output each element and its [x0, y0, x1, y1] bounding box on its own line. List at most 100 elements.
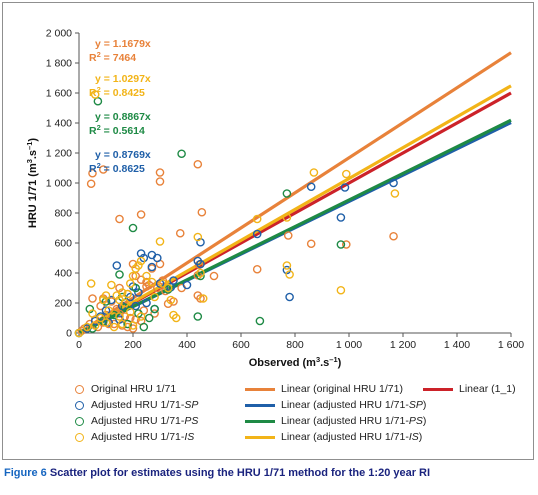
point-sp: [115, 315, 124, 324]
point-is: [120, 298, 130, 308]
figure-number: Figure 6: [4, 467, 47, 479]
point-sp: [101, 306, 111, 315]
x-tick-label: 1 200: [390, 339, 416, 351]
legend-label: Linear (adjusted HRU 1/71-IS): [281, 431, 423, 443]
point-original: [252, 264, 262, 274]
y-tick-label: 2 000: [46, 28, 72, 40]
legend-line-swatch: [423, 387, 453, 391]
point-original: [389, 231, 398, 241]
point-is: [136, 312, 146, 321]
point-sp: [389, 178, 398, 188]
r-squared-is: R2 = 0.8425: [89, 85, 145, 100]
point-original: [155, 177, 165, 186]
point-is: [282, 261, 292, 270]
point-original: [115, 214, 124, 224]
legend-label: Linear (adjusted HRU 1/71-PS): [281, 415, 427, 427]
point-original: [209, 271, 219, 281]
y-tick-label: 0: [66, 328, 72, 340]
point-original: [142, 282, 151, 291]
point-ps: [196, 271, 205, 281]
equation-original: y = 1.1679x: [95, 38, 151, 50]
point-ps: [123, 319, 132, 329]
point-ps: [150, 304, 159, 314]
point-sp: [104, 318, 113, 327]
x-tick-label: 1 600: [498, 339, 524, 351]
x-tick-label: 200: [124, 339, 142, 351]
point-sp: [196, 259, 205, 269]
point-ps: [109, 310, 119, 320]
point-is: [101, 318, 111, 327]
y-tick-label: 1 200: [46, 148, 72, 160]
point-original: [341, 240, 351, 249]
point-is: [336, 285, 346, 295]
point-original: [196, 294, 205, 303]
point-original: [136, 210, 146, 219]
point-is: [193, 232, 203, 242]
legend-item-line-one_to_one: Linear (1_1): [423, 381, 516, 397]
point-is: [163, 283, 173, 293]
legend-marker: [75, 384, 84, 394]
legend-marker: [75, 400, 84, 410]
y-tick-label: 1 000: [46, 178, 72, 190]
point-is: [126, 279, 135, 288]
point-ps: [177, 149, 186, 159]
point-is: [285, 270, 294, 279]
legend-line-swatch: [245, 403, 275, 407]
legend-label: Linear (adjusted HRU 1/71-SP): [281, 399, 427, 411]
point-sp: [282, 265, 292, 275]
point-sp: [147, 262, 157, 272]
point-original: [152, 283, 162, 293]
r-squared-ps: R2 = 0.5614: [89, 123, 145, 138]
point-is: [252, 214, 262, 224]
legend-item-marker-is: Adjusted HRU 1/71-IS: [75, 429, 194, 445]
point-ps: [139, 322, 149, 332]
point-is: [196, 268, 205, 278]
y-tick-label: 200: [54, 298, 72, 310]
point-ps: [255, 316, 265, 326]
point-original: [99, 165, 108, 174]
figure-frame: 0 200 400 600 800 1 000 1 200 1 400 1 600 1 800 2 …: [2, 2, 534, 460]
legend-item-line-sp: Linear (adjusted HRU 1/71-SP): [245, 397, 426, 413]
point-is: [117, 319, 127, 329]
point-original: [193, 159, 203, 169]
legend-label: Adjusted HRU 1/71-IS: [91, 431, 195, 443]
point-is: [104, 306, 113, 315]
point-original: [197, 207, 207, 217]
point-is: [136, 256, 146, 266]
point-ps: [120, 303, 130, 312]
point-is: [90, 90, 100, 99]
point-is: [282, 213, 292, 222]
point-ps: [282, 189, 292, 198]
point-original: [115, 283, 124, 293]
point-ps: [144, 313, 154, 323]
point-sp: [252, 229, 262, 239]
y-axis-title: HRU 1/71 (m3.s–1): [25, 138, 40, 229]
point-sp: [182, 280, 192, 290]
x-tick-label: 0: [76, 339, 82, 351]
y-tick-label: 1 400: [46, 118, 72, 130]
point-original: [175, 228, 185, 238]
trend-line-is: [78, 84, 512, 335]
legend-line-swatch: [245, 387, 275, 391]
point-is: [150, 292, 159, 302]
r-squared-original: R2 = 7464: [89, 50, 136, 65]
legend-label: Original HRU 1/71: [91, 383, 177, 395]
point-original: [283, 231, 293, 240]
point-is: [147, 277, 157, 287]
point-is: [171, 313, 181, 323]
point-is: [341, 169, 351, 179]
point-original: [150, 309, 159, 318]
axes: 0 200 400 600 800 1 000 1 200 1 400 1 600 1 800 2 …: [46, 28, 525, 352]
point-sp: [107, 295, 116, 305]
point-original: [128, 259, 138, 269]
point-sp: [285, 292, 294, 302]
point-is: [198, 294, 208, 303]
data-points: [74, 90, 400, 338]
point-original: [109, 319, 119, 329]
legend-line-swatch: [245, 435, 275, 439]
legend-item-line-is: Linear (adjusted HRU 1/71-IS): [245, 429, 422, 445]
point-sp: [131, 301, 140, 311]
legend-item-line-ps: Linear (adjusted HRU 1/71-PS): [245, 413, 426, 429]
point-is: [309, 168, 319, 177]
